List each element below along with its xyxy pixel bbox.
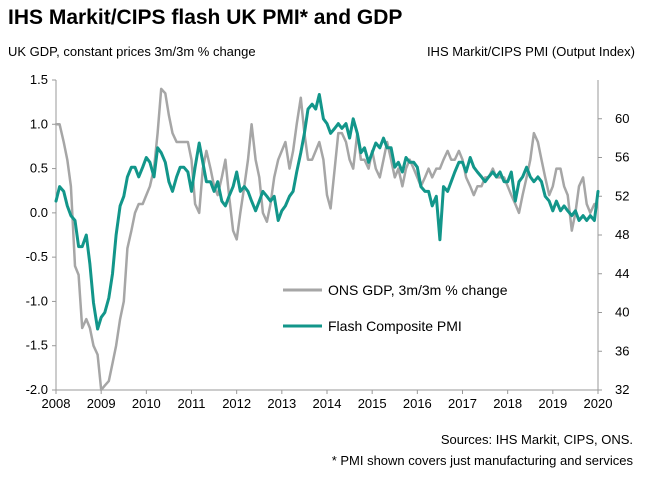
- x-axis-tick-label: 2010: [132, 396, 161, 411]
- left-axis-tick-label: 0.0: [30, 205, 48, 220]
- left-axis-tick-label: -2.0: [26, 382, 48, 397]
- legend: ONS GDP, 3m/3m % change Flash Composite P…: [283, 282, 508, 334]
- right-axis-tick-label: 60: [615, 111, 629, 126]
- x-axis-tick-label: 2017: [448, 396, 477, 411]
- right-axis-tick-label: 40: [615, 305, 629, 320]
- x-axis-tick-label: 2011: [178, 396, 206, 411]
- left-axis-tick-label: -0.5: [26, 249, 48, 264]
- right-axis-tick-label: 32: [615, 382, 629, 397]
- x-axis-tick-label: 2014: [313, 396, 342, 411]
- right-axis-tick-label: 36: [615, 343, 629, 358]
- x-axis-tick-label: 2008: [42, 396, 71, 411]
- pmi-footnote: * PMI shown covers just manufacturing an…: [331, 453, 633, 468]
- x-axis-tick-label: 2013: [267, 396, 296, 411]
- source-note: Sources: IHS Markit, CIPS, ONS.: [440, 432, 633, 447]
- x-axis-tick-label: 2019: [538, 396, 567, 411]
- right-axis-tick-label: 44: [615, 266, 629, 281]
- x-axis-tick-label: 2016: [403, 396, 432, 411]
- axes-layer: 1.5 1.0 0.5 0.0 -0.5 -1.0 -1.5 -2.0 60 56 52 48 44 40…: [26, 72, 630, 411]
- series-line-flash-composite-pmi: [54, 93, 600, 331]
- left-axis-title: UK GDP, constant prices 3m/3m % change: [8, 44, 256, 59]
- legend-label: Flash Composite PMI: [328, 318, 462, 334]
- right-axis-tick-label: 56: [615, 150, 629, 165]
- left-axis-tick-label: -1.0: [26, 293, 48, 308]
- x-axis-tick-label: 2015: [358, 396, 387, 411]
- right-axis-title: IHS Markit/CIPS PMI (Output Index): [426, 44, 635, 59]
- left-axis-tick-label: 1.5: [30, 72, 48, 87]
- x-axis-tick-label: 2020: [584, 396, 613, 411]
- x-axis-tick-label: 2018: [493, 396, 522, 411]
- left-axis-tick-label: -1.5: [26, 338, 48, 353]
- chart-title: IHS Markit/CIPS flash UK PMI* and GDP: [8, 6, 403, 29]
- left-axis-tick-label: 0.5: [30, 161, 48, 176]
- right-axis-tick-label: 52: [615, 188, 629, 203]
- series-layer: [54, 87, 600, 392]
- legend-label: ONS GDP, 3m/3m % change: [328, 282, 508, 298]
- right-axis-tick-label: 48: [615, 227, 629, 242]
- left-axis-tick-label: 1.0: [30, 116, 48, 131]
- x-axis-tick-label: 2012: [222, 396, 251, 411]
- x-axis-tick-label: 2009: [87, 396, 116, 411]
- series-line-ons-gdp: [54, 87, 596, 392]
